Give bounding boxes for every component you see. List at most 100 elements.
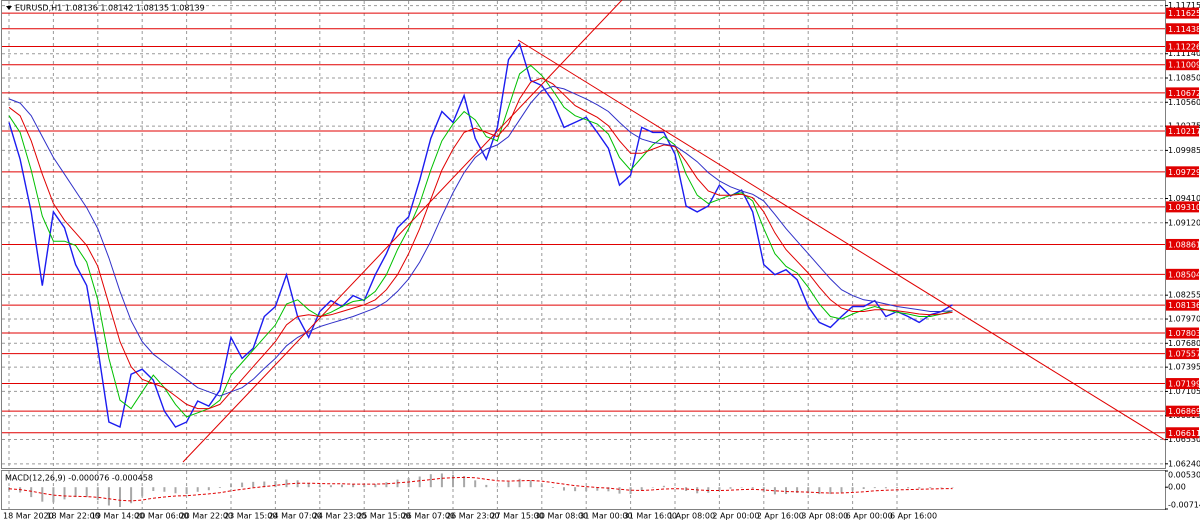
histogram-bar: [773, 487, 776, 495]
histogram-bar: [596, 487, 599, 491]
x-tick-label: 27 Mar 15:00: [490, 512, 543, 521]
y-tick-label: 1.07105: [1168, 387, 1200, 396]
x-tick-label: 24 Mar 23:00: [313, 512, 366, 521]
histogram-bar: [385, 482, 388, 488]
level-label-bg: [1166, 41, 1199, 53]
level-label-bg: [1166, 405, 1199, 417]
histogram-bar: [618, 487, 621, 494]
level-label: 1.08504: [1168, 270, 1200, 279]
level-label-bg: [1166, 299, 1199, 311]
histogram-bar: [296, 480, 299, 488]
x-tick-label: 2 Apr 16:00: [757, 512, 804, 521]
x-tick-label: 6 Apr 00:00: [846, 512, 893, 521]
macd-panel-frame: [1, 470, 1166, 510]
x-tick-label: 20 Mar 22:00: [180, 512, 233, 521]
trend-line: [182, 0, 623, 463]
histogram-bar: [751, 487, 754, 489]
grid: [2, 1, 1165, 509]
histogram-bar: [263, 481, 266, 488]
level-label: 1.11625: [1168, 9, 1200, 18]
histogram-bar: [374, 484, 377, 488]
histogram-bar: [285, 479, 288, 488]
histogram-bar: [807, 487, 810, 494]
histogram-bar: [574, 487, 577, 492]
x-tick-label: 25 Mar 15:00: [357, 512, 410, 521]
histogram-bar: [829, 487, 832, 495]
histogram-bar: [52, 487, 55, 503]
y-tick-label: 1.07970: [1168, 315, 1200, 324]
level-label: 1.10217: [1168, 127, 1200, 136]
level-label: 1.07199: [1168, 380, 1200, 389]
histogram-bar: [540, 484, 543, 488]
histogram-bar: [518, 478, 521, 488]
level-label: 1.11438: [1168, 25, 1200, 34]
histogram-bar: [851, 487, 854, 491]
y-tick-label: 1.09985: [1168, 146, 1200, 155]
series-line: [8, 77, 953, 410]
x-tick-label: 26 Mar 23:00: [446, 512, 499, 521]
series-line: [8, 85, 953, 397]
histogram-bar: [485, 484, 488, 488]
x-tick-label: 1 Apr 08:00: [668, 512, 715, 521]
histogram-bar: [862, 487, 865, 490]
histogram-bar: [418, 476, 421, 488]
histogram-bar: [207, 487, 210, 491]
level-label: 1.11226: [1168, 43, 1200, 52]
histogram-bar: [63, 487, 66, 500]
x-tick-label: 31 Mar 00:00: [579, 512, 632, 521]
x-tick-label: 18 Mar 2020: [3, 512, 54, 521]
histogram-bar: [130, 487, 133, 504]
histogram-bar: [452, 474, 454, 488]
histogram-bar: [507, 481, 510, 488]
histogram-bar: [740, 487, 743, 488]
level-label-bg: [1166, 125, 1199, 137]
histogram-bar: [463, 476, 466, 488]
x-tick-label: 20 Mar 06:00: [135, 512, 188, 521]
level-label: 1.06611: [1168, 429, 1200, 438]
histogram-bar: [119, 487, 121, 508]
y-tick-label: 1.10560: [1168, 98, 1200, 107]
histogram-bar: [218, 487, 221, 488]
histogram-bar: [329, 485, 332, 488]
histogram-bar: [551, 487, 554, 488]
histogram-bar: [529, 480, 532, 488]
histogram-bar: [662, 485, 665, 488]
histogram-bar: [41, 487, 44, 502]
histogram-bar: [163, 487, 166, 492]
histogram-bar: [496, 486, 499, 488]
histogram-bar: [363, 484, 366, 488]
x-tick-label: 26 Mar 07:00: [402, 512, 455, 521]
histogram-bar: [30, 487, 33, 498]
histogram-bar: [951, 487, 954, 488]
histogram-bar: [341, 484, 343, 488]
histogram-bar: [840, 487, 843, 493]
histogram-bar: [940, 487, 943, 488]
histogram-bar: [196, 487, 199, 492]
histogram-bar: [440, 473, 443, 488]
chart-title: EURUSD,H1 1.08136 1.08142 1.08135 1.0813…: [15, 4, 205, 13]
histogram-bar: [152, 487, 155, 492]
x-tick-label: 19 Mar 14:00: [91, 512, 144, 521]
x-tick-label: 3 Apr 08:00: [801, 512, 848, 521]
histogram-bar: [629, 487, 632, 495]
level-label-bg: [1166, 268, 1199, 280]
histogram-bar: [96, 487, 99, 501]
macd-title: MACD(12,26,9) -0.000076 -0.000458: [5, 474, 153, 483]
level-label-bg: [1166, 201, 1199, 213]
histogram-bar: [729, 487, 732, 489]
level-label-bg: [1166, 378, 1199, 390]
y-tick-label: -0.007148: [1168, 501, 1200, 510]
histogram-bar: [918, 487, 921, 489]
y-tick-label: 1.10850: [1168, 73, 1200, 82]
histogram-bar: [585, 487, 588, 492]
histogram-bar: [640, 487, 643, 491]
x-tick-label: 30 Mar 08:00: [535, 512, 588, 521]
histogram-bar: [252, 481, 255, 488]
histogram-bar: [818, 487, 821, 495]
histogram-bar: [718, 487, 721, 491]
level-label: 1.07803: [1168, 329, 1200, 338]
level-label-bg: [1166, 7, 1199, 19]
histogram-bar: [929, 487, 932, 489]
level-label: 1.06869: [1168, 407, 1200, 416]
